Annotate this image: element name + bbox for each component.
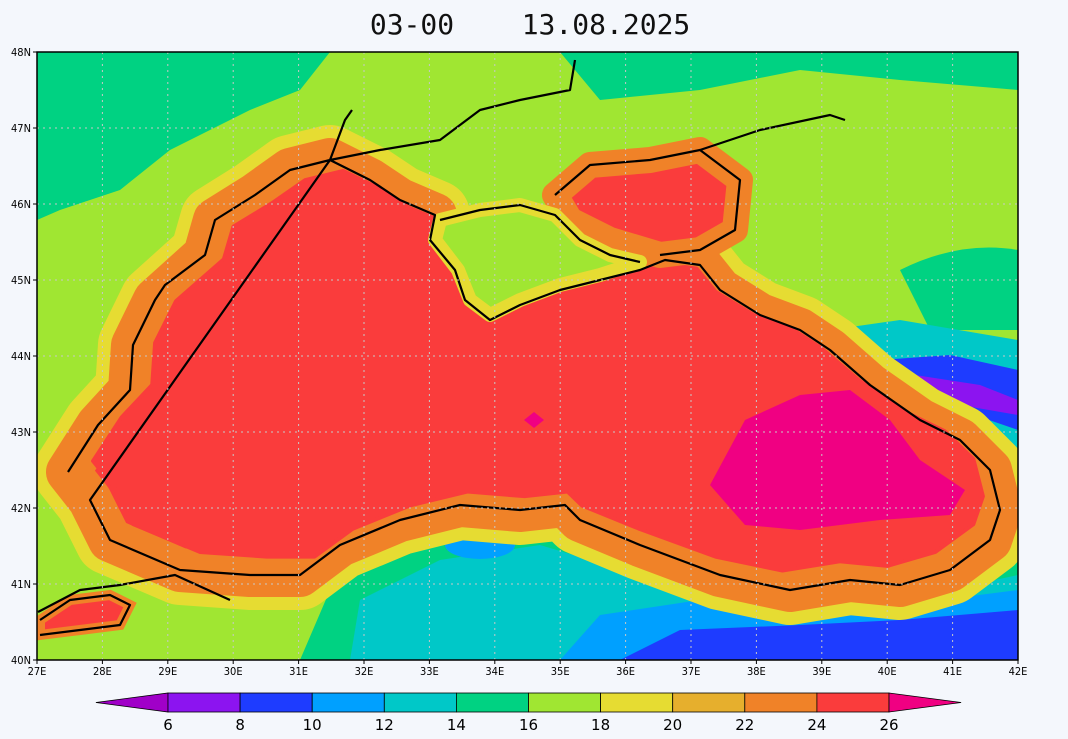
colorbar-swatch bbox=[528, 692, 601, 713]
y-tick-label: 41N bbox=[11, 578, 31, 591]
y-tick-label: 47N bbox=[11, 122, 31, 135]
sea-hot-patch bbox=[524, 412, 544, 428]
title-date: 13.08.2025 bbox=[522, 8, 691, 41]
x-tick-label: 42E bbox=[1009, 665, 1028, 678]
ticks: 27E 28E 29E 30E 31E 32E 33E 34E 35E 36E 37E 38E 39E 4… bbox=[11, 46, 1027, 678]
x-tick-label: 34E bbox=[485, 665, 504, 678]
x-tick-label: 39E bbox=[812, 665, 831, 678]
colorbar-label: 20 bbox=[663, 716, 682, 734]
colorbar-label: 26 bbox=[879, 716, 898, 734]
colorbar-label: 14 bbox=[447, 716, 466, 734]
colorbar-label: 24 bbox=[807, 716, 826, 734]
colorbar-swatch bbox=[672, 692, 746, 713]
colorbar-swatch bbox=[383, 692, 457, 713]
colorbar-swatch bbox=[455, 692, 529, 713]
colorbar: 6 8 10 12 14 16 18 20 22 24 26 bbox=[95, 692, 962, 734]
x-tick-label: 37E bbox=[682, 665, 701, 678]
colorbar-label: 18 bbox=[591, 716, 610, 734]
y-tick-label: 42N bbox=[11, 502, 31, 515]
y-tick-label: 46N bbox=[11, 198, 31, 211]
colorbar-extend-low bbox=[95, 692, 169, 713]
x-tick-label: 33E bbox=[420, 665, 439, 678]
colorbar-swatch bbox=[311, 692, 385, 713]
x-tick-label: 35E bbox=[551, 665, 570, 678]
x-tick-label: 38E bbox=[747, 665, 766, 678]
colorbar-label: 16 bbox=[519, 716, 538, 734]
colorbar-swatch bbox=[816, 692, 890, 713]
x-tick-label: 29E bbox=[158, 665, 177, 678]
colorbar-extend-high bbox=[888, 692, 962, 713]
colorbar-label: 12 bbox=[375, 716, 394, 734]
colorbar-swatch bbox=[600, 692, 674, 713]
field-patch bbox=[915, 375, 1018, 415]
y-tick-label: 48N bbox=[11, 46, 31, 59]
x-tick-label: 27E bbox=[28, 665, 47, 678]
y-tick-label: 45N bbox=[11, 274, 31, 287]
field-patch bbox=[560, 52, 1018, 100]
x-tick-label: 30E bbox=[224, 665, 243, 678]
x-tick-label: 40E bbox=[878, 665, 897, 678]
colorbar-label: 10 bbox=[303, 716, 322, 734]
x-tick-label: 31E bbox=[289, 665, 308, 678]
x-tick-label: 32E bbox=[355, 665, 374, 678]
x-tick-label: 41E bbox=[943, 665, 962, 678]
colorbar-label: 6 bbox=[163, 716, 173, 734]
colorbar-label: 8 bbox=[235, 716, 245, 734]
colorbar-swatch bbox=[239, 692, 313, 713]
x-tick-label: 28E bbox=[93, 665, 112, 678]
y-tick-label: 40N bbox=[11, 654, 31, 667]
coastline bbox=[37, 59, 1002, 637]
field-patch bbox=[900, 247, 1018, 330]
sea-hot-patch bbox=[710, 390, 965, 530]
colorbar-label: 22 bbox=[735, 716, 754, 734]
colorbar-swatch bbox=[167, 692, 241, 713]
y-tick-label: 44N bbox=[11, 350, 31, 363]
y-tick-label: 43N bbox=[11, 426, 31, 439]
map-field bbox=[37, 52, 1018, 660]
title-time: 03-00 bbox=[370, 8, 454, 41]
x-tick-label: 36E bbox=[616, 665, 635, 678]
field-patch bbox=[37, 52, 330, 220]
field-patch bbox=[620, 610, 1018, 660]
colorbar-swatch bbox=[744, 692, 818, 713]
